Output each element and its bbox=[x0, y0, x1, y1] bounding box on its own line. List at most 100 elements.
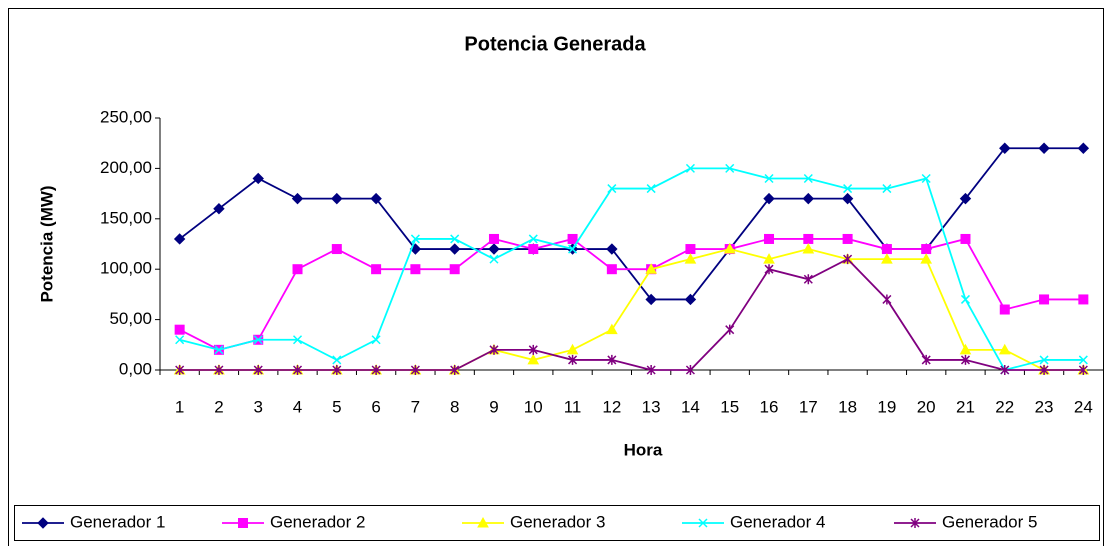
data-point bbox=[410, 264, 421, 275]
data-point bbox=[568, 244, 578, 254]
data-point bbox=[645, 263, 657, 274]
data-point bbox=[763, 192, 775, 205]
data-point bbox=[960, 233, 971, 244]
data-point bbox=[332, 365, 342, 375]
series-line bbox=[179, 167, 1084, 372]
data-point bbox=[960, 354, 971, 365]
data-point bbox=[882, 184, 892, 194]
legend-marker bbox=[910, 518, 920, 528]
data-point bbox=[921, 354, 931, 365]
data-point bbox=[725, 163, 735, 173]
x-tick-label: 3 bbox=[253, 397, 262, 416]
data-point bbox=[646, 365, 656, 375]
legend-marker bbox=[698, 518, 708, 528]
data-point bbox=[370, 192, 382, 205]
legend-label: Generador 2 bbox=[270, 512, 365, 531]
data-point bbox=[449, 264, 460, 275]
data-point bbox=[802, 243, 815, 254]
data-point bbox=[527, 353, 540, 365]
data-point bbox=[723, 243, 736, 254]
data-point bbox=[920, 253, 933, 264]
legend-label: Generador 3 bbox=[510, 512, 605, 531]
data-point bbox=[764, 233, 775, 244]
data-point bbox=[803, 274, 813, 285]
y-axis-label: Potencia (MW) bbox=[37, 185, 56, 302]
y-tick-label: 50,00 bbox=[109, 309, 152, 328]
data-point bbox=[999, 142, 1011, 154]
data-point bbox=[999, 304, 1010, 315]
data-point bbox=[528, 234, 538, 244]
data-point bbox=[489, 344, 499, 355]
data-point bbox=[252, 172, 264, 185]
legend-marker bbox=[238, 518, 248, 528]
data-point bbox=[371, 335, 381, 345]
data-point bbox=[764, 173, 774, 184]
x-tick-label: 9 bbox=[489, 397, 498, 416]
data-point bbox=[960, 294, 971, 304]
data-point bbox=[1078, 355, 1088, 365]
data-point bbox=[881, 244, 892, 255]
x-tick-label: 24 bbox=[1074, 397, 1093, 416]
x-tick-label: 16 bbox=[760, 397, 779, 416]
data-point bbox=[566, 343, 579, 355]
data-point bbox=[684, 293, 697, 306]
data-point bbox=[410, 234, 420, 244]
legend-label: Generador 1 bbox=[70, 512, 165, 531]
data-point bbox=[684, 253, 697, 264]
data-point bbox=[1078, 365, 1088, 375]
data-point bbox=[568, 354, 578, 365]
data-point bbox=[567, 233, 578, 244]
data-point bbox=[528, 344, 538, 355]
data-point bbox=[881, 253, 893, 264]
data-point bbox=[450, 234, 460, 244]
series-line bbox=[179, 147, 1084, 301]
x-tick-label: 12 bbox=[602, 397, 621, 416]
data-point bbox=[764, 264, 774, 275]
series-line bbox=[179, 237, 1084, 351]
data-point bbox=[763, 253, 775, 264]
x-tick-label: 23 bbox=[1035, 397, 1054, 416]
data-point bbox=[803, 173, 813, 184]
data-point bbox=[410, 365, 420, 375]
series-line bbox=[179, 258, 1084, 371]
data-point bbox=[488, 233, 499, 244]
data-point bbox=[998, 343, 1011, 355]
y-tick-label: 150,00 bbox=[100, 208, 152, 227]
data-point bbox=[173, 233, 186, 245]
data-point bbox=[331, 192, 343, 205]
data-point bbox=[175, 365, 185, 375]
data-point bbox=[448, 243, 461, 255]
x-tick-label: 14 bbox=[681, 397, 700, 416]
data-point bbox=[214, 365, 224, 375]
data-point bbox=[332, 355, 342, 365]
data-point bbox=[843, 184, 853, 194]
data-point bbox=[371, 264, 382, 275]
x-tick-label: 7 bbox=[411, 397, 420, 416]
data-point bbox=[645, 293, 657, 306]
data-point bbox=[1039, 294, 1050, 305]
x-tick-label: 22 bbox=[995, 397, 1014, 416]
data-point bbox=[842, 233, 853, 244]
legend-marker bbox=[37, 517, 49, 529]
x-tick-label: 5 bbox=[332, 397, 341, 416]
data-point bbox=[1000, 365, 1010, 375]
data-point bbox=[607, 354, 617, 365]
x-tick-label: 20 bbox=[917, 397, 936, 416]
data-point bbox=[646, 184, 656, 194]
legend-marker bbox=[477, 516, 489, 528]
legend-label: Generador 4 bbox=[730, 512, 825, 531]
x-tick-label: 19 bbox=[877, 397, 896, 416]
data-point bbox=[292, 365, 303, 375]
data-point bbox=[253, 365, 263, 375]
chart-border bbox=[8, 8, 1104, 546]
x-tick-label: 17 bbox=[799, 397, 818, 416]
data-point bbox=[802, 192, 815, 205]
data-point bbox=[253, 335, 263, 345]
data-point bbox=[725, 324, 735, 335]
data-point bbox=[292, 264, 303, 275]
data-point bbox=[959, 343, 972, 355]
y-tick-label: 100,00 bbox=[100, 259, 152, 278]
data-point bbox=[607, 184, 617, 194]
data-point bbox=[921, 173, 931, 184]
